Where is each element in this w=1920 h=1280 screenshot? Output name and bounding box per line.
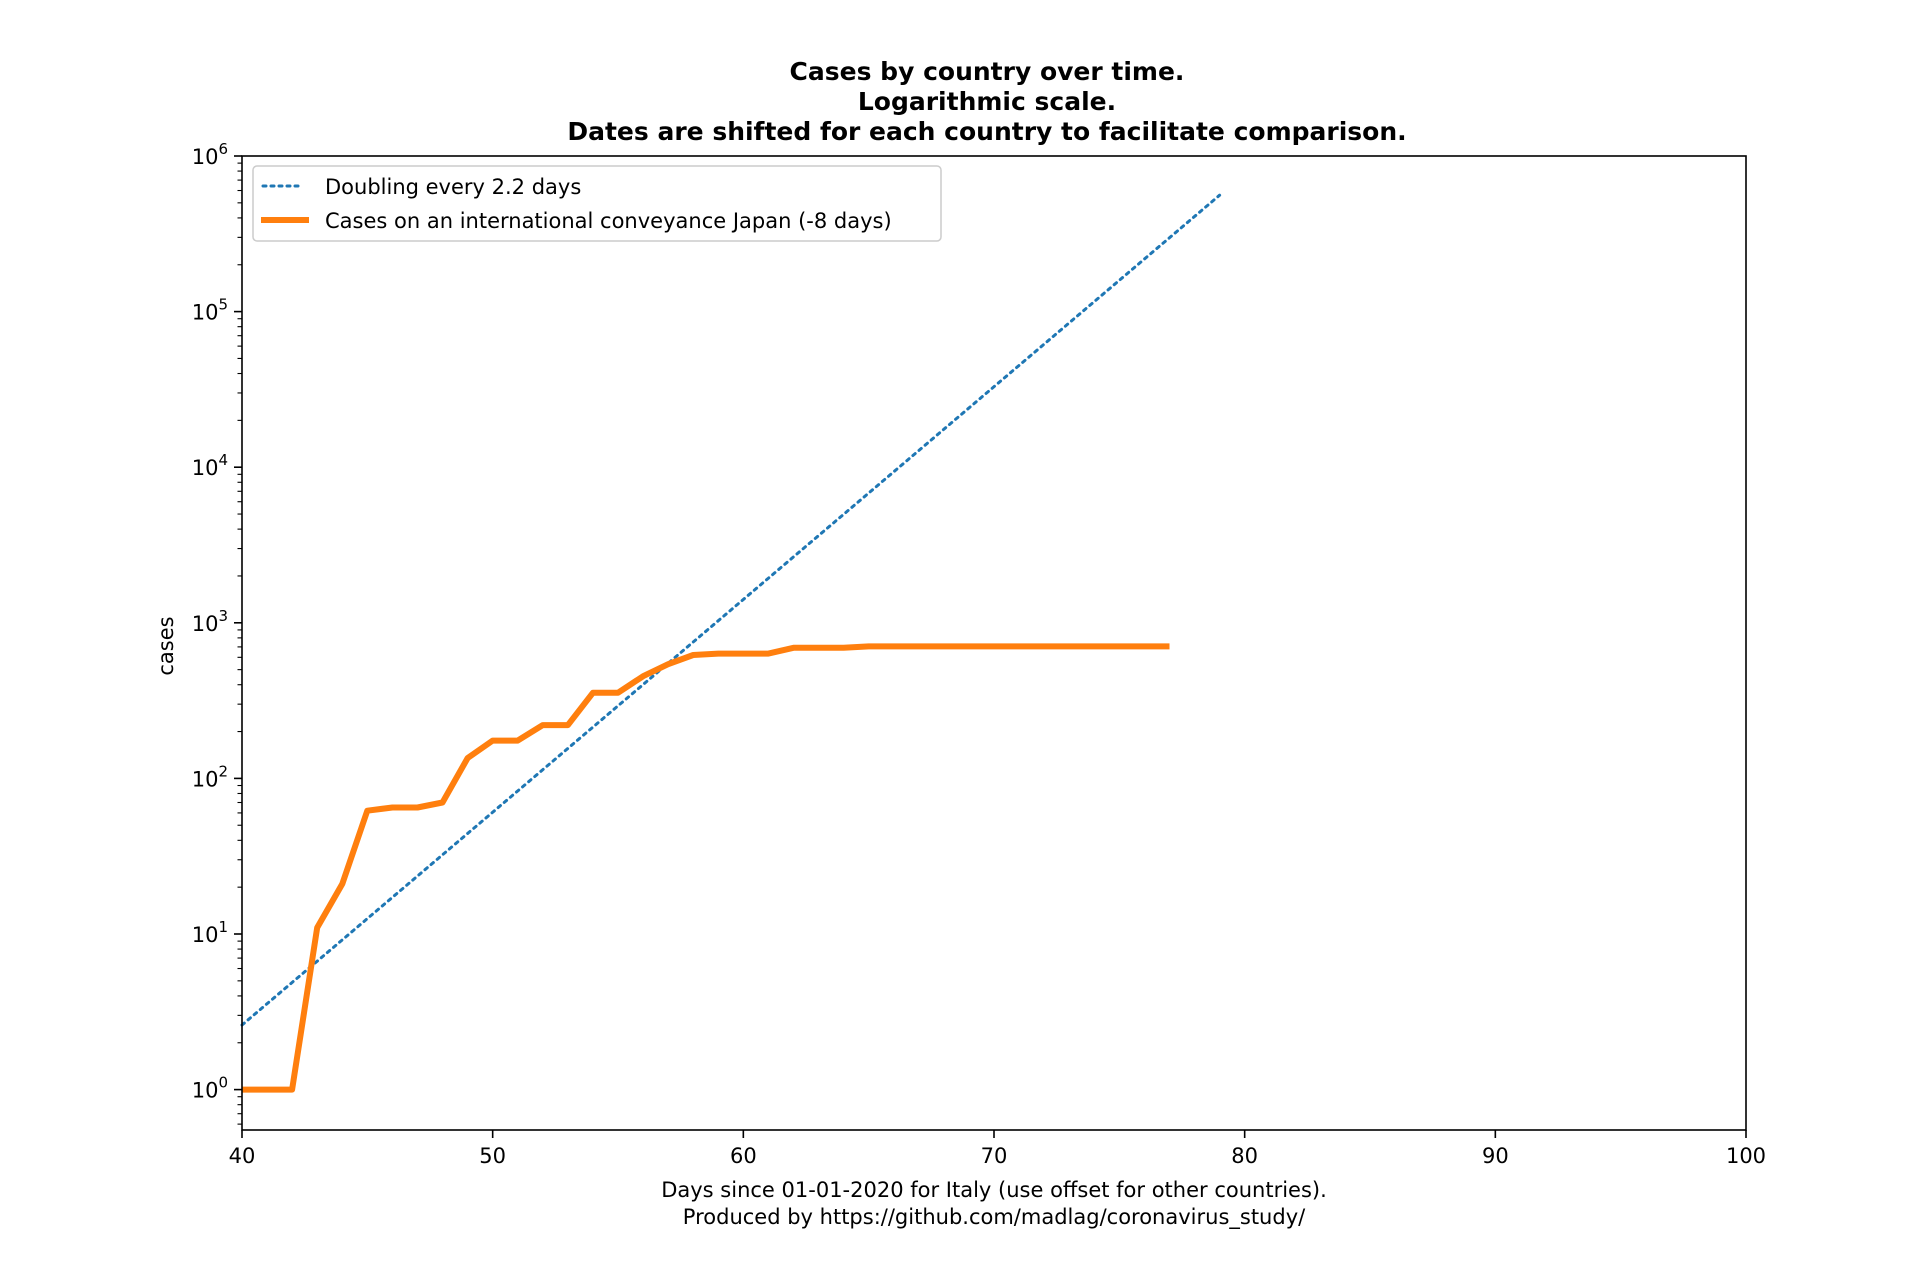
y-axis-label: cases bbox=[154, 616, 178, 675]
series-layer bbox=[240, 193, 1222, 1093]
chart-title: Cases by country over time. Logarithmic … bbox=[567, 57, 1406, 146]
y-tick-label-1000: 103 bbox=[192, 607, 228, 636]
legend-label-japan: Cases on an international conveyance Jap… bbox=[325, 209, 892, 233]
x-tick-label-90: 90 bbox=[1482, 1144, 1509, 1168]
xlabel-line-1: Days since 01-01-2020 for Italy (use off… bbox=[661, 1178, 1327, 1202]
x-tick-label-100: 100 bbox=[1726, 1144, 1766, 1168]
y-axis: 100 101 102 103 104 105 106 bbox=[192, 140, 242, 1125]
title-line-3: Dates are shifted for each country to fa… bbox=[567, 117, 1406, 146]
x-tick-label-40: 40 bbox=[229, 1144, 256, 1168]
plot-frame bbox=[241, 155, 1747, 1131]
title-line-1: Cases by country over time. bbox=[790, 57, 1185, 86]
y-tick-label-10000: 104 bbox=[192, 451, 228, 480]
legend: Doubling every 2.2 days Cases on an inte… bbox=[252, 165, 942, 242]
x-axis-label: Days since 01-01-2020 for Italy (use off… bbox=[661, 1178, 1327, 1230]
y-tick-label-1: 100 bbox=[192, 1074, 228, 1103]
x-axis: 40 50 60 70 80 90 100 bbox=[229, 1130, 1766, 1168]
legend-box bbox=[252, 165, 942, 242]
x-tick-label-70: 70 bbox=[981, 1144, 1008, 1168]
x-tick-label-60: 60 bbox=[730, 1144, 757, 1168]
y-tick-label-100: 102 bbox=[192, 762, 228, 791]
legend-label-doubling: Doubling every 2.2 days bbox=[325, 175, 581, 199]
xlabel-line-2: Produced by https://github.com/madlag/co… bbox=[683, 1205, 1306, 1230]
y-tick-label-100000: 105 bbox=[192, 296, 228, 325]
y-tick-label-1000000: 106 bbox=[192, 140, 228, 169]
y-tick-label-10: 101 bbox=[192, 918, 228, 947]
x-tick-label-50: 50 bbox=[479, 1144, 506, 1168]
series-line-0 bbox=[240, 193, 1222, 1027]
x-tick-label-80: 80 bbox=[1231, 1144, 1258, 1168]
title-line-2: Logarithmic scale. bbox=[858, 87, 1116, 116]
series-line-1 bbox=[242, 643, 1170, 1093]
